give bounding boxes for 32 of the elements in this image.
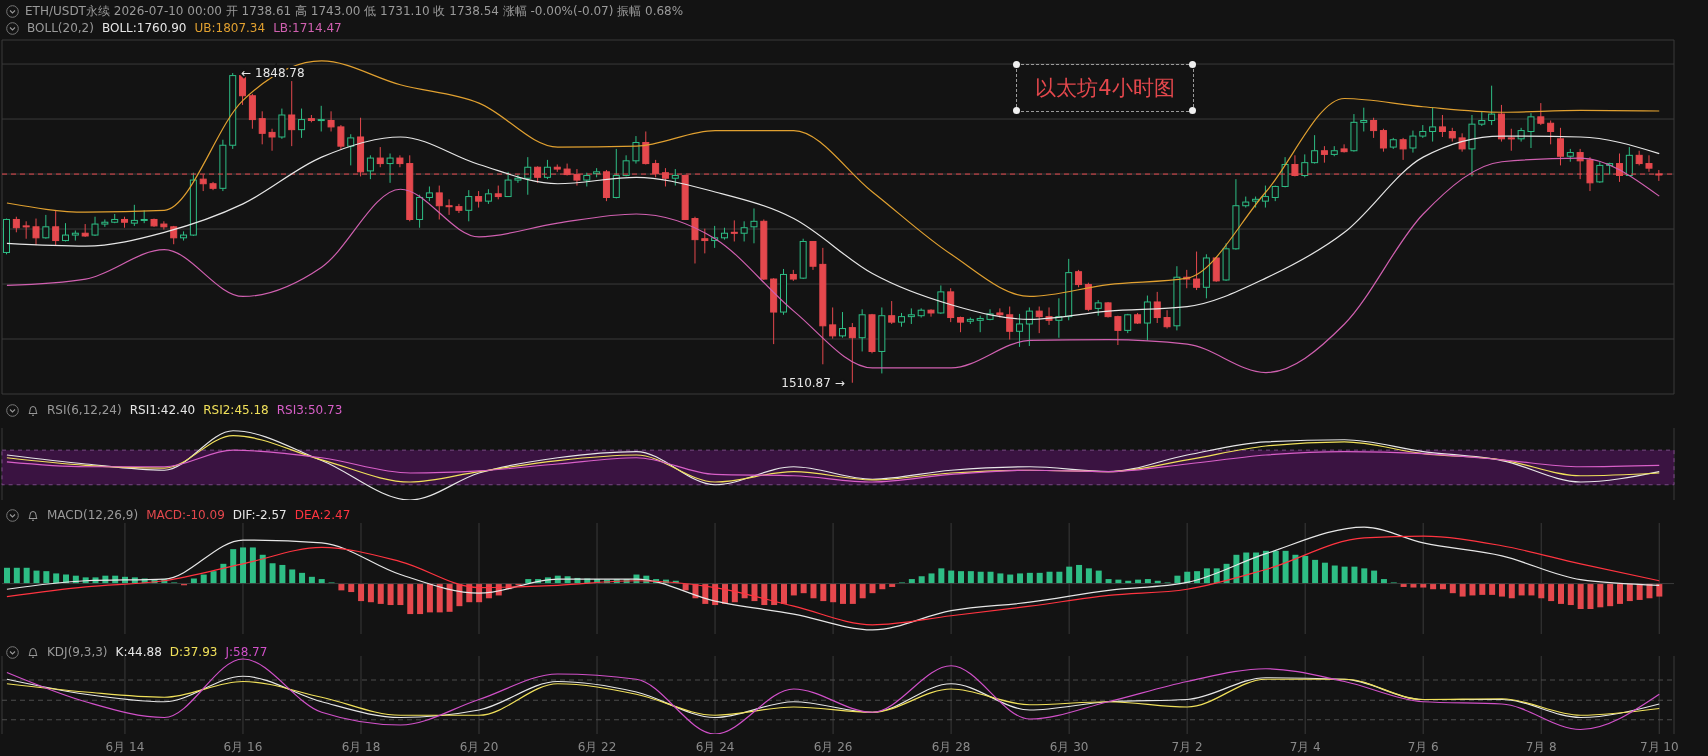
x-tick-label: 6月 18 (341, 739, 381, 754)
chart-title: ETH/USDT永续 2026-07-10 00:00 开 1738.61 高 1743.00 低 1731.10 收 1738.54 涨幅 -0.00%(-0.07) 振幅 0.68% (25, 3, 684, 20)
text: DEA:2.47 (294, 508, 351, 522)
text: UB:1807.34 (194, 21, 266, 35)
series-label: RSI2:45.18 (203, 403, 269, 417)
text: LB:1714.47 (273, 21, 342, 35)
x-tick-label: 6月 28 (931, 739, 971, 754)
series-label: DIF:-2.57 (232, 508, 287, 522)
text: D:37.93 (169, 645, 218, 659)
x-tick-label: 6月 24 (695, 739, 735, 754)
series-label: J:58.77 (225, 645, 268, 659)
text: RSI1:42.40 (129, 403, 196, 417)
legend-title: MACD(12,26,9) (47, 508, 139, 522)
text: MACD:-10.09 (146, 508, 225, 522)
x-tick-label: 6月 30 (1049, 739, 1089, 754)
text: BOLL:1760.90 (101, 21, 187, 35)
x-tick-label: 6月 16 (223, 739, 263, 754)
legend-title: RSI(6,12,24) (47, 403, 122, 417)
x-tick-label: 7月 10 (1639, 739, 1679, 754)
x-tick-label: 7月 6 (1407, 739, 1439, 754)
x-tick-label: 6月 26 (813, 739, 853, 754)
text: RSI3:50.73 (276, 403, 343, 417)
x-tick-label: 7月 4 (1289, 739, 1321, 754)
x-tick-label: 6月 20 (459, 739, 499, 754)
x-tick-label: 6月 14 (105, 739, 145, 754)
legend-title: BOLL(20,2) (27, 21, 94, 35)
x-tick-label: 6月 22 (577, 739, 617, 754)
text: K:44.88 (115, 645, 162, 659)
annotation: 1510.87 → (781, 376, 845, 390)
x-tick-label: 7月 8 (1525, 739, 1557, 754)
legend-title: KDJ(9,3,3) (47, 645, 108, 659)
x-tick-label: 7月 2 (1171, 739, 1203, 754)
